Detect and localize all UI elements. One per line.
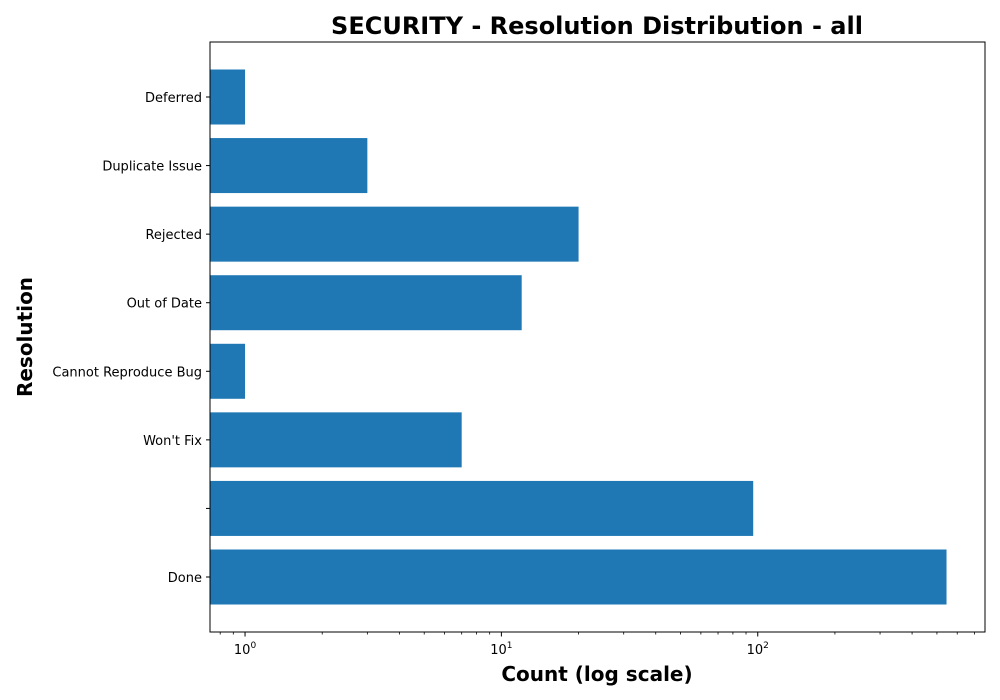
x-axis-label: Count (log scale) (501, 662, 692, 686)
bars-group (210, 69, 947, 605)
y-tick-label: Rejected (145, 228, 202, 243)
x-tick-label: 101 (490, 641, 512, 658)
y-axis-ticks: Deferred Duplicate Issue Rejected Out of Da… (52, 91, 210, 586)
bar-done (210, 549, 947, 605)
y-tick-label: Won't Fix (143, 434, 202, 449)
chart-title: SECURITY - Resolution Distribution - all (331, 12, 863, 40)
plot-frame (209, 41, 986, 633)
y-tick-label: Duplicate Issue (102, 160, 202, 175)
bar-rejected (210, 206, 579, 262)
x-tick-label: 102 (747, 641, 769, 658)
y-tick-label: Done (168, 571, 202, 586)
bar-cannot-reproduce-bug (210, 343, 246, 399)
y-tick-label: Deferred (145, 91, 202, 106)
x-axis-ticks: 100 101 102 (219, 632, 975, 658)
bar-duplicate-issue (210, 138, 368, 194)
y-tick-label: Out of Date (127, 297, 202, 312)
bar-blank (210, 480, 754, 536)
y-tick-label: Cannot Reproduce Bug (52, 365, 202, 380)
x-tick-label: 100 (234, 641, 257, 658)
bar-out-of-date (210, 275, 522, 331)
y-axis-label: Resolution (13, 277, 37, 397)
bar-deferred (210, 69, 246, 125)
bar-won-t-fix (210, 412, 462, 468)
